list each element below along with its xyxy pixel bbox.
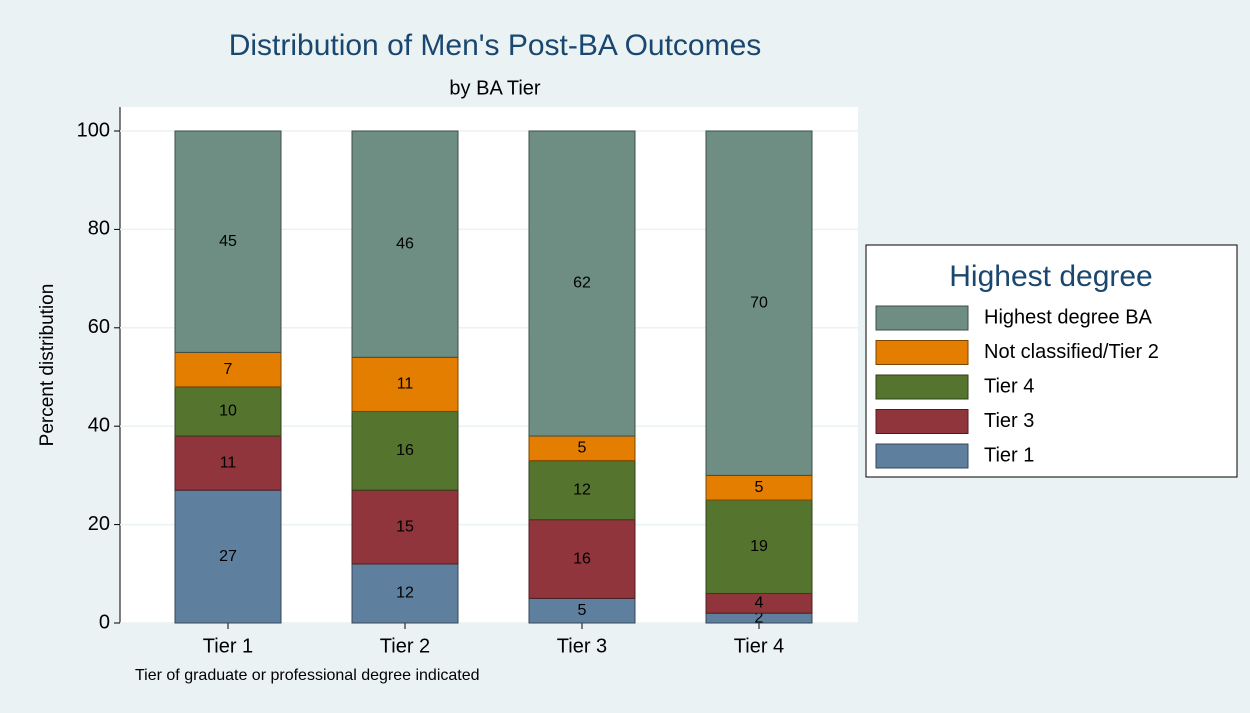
data-label: 46 <box>396 235 414 252</box>
bar-segment <box>351 563 459 624</box>
legend-swatch <box>875 409 969 434</box>
data-label: 15 <box>396 518 414 535</box>
legend-label: Tier 3 <box>984 410 1034 432</box>
bar-segment <box>528 519 636 599</box>
data-label: 27 <box>219 548 237 565</box>
bar-segment <box>705 499 813 594</box>
bar-segment <box>705 130 813 476</box>
x-tick-label: Tier 1 <box>203 635 253 657</box>
legend-swatch <box>875 374 969 400</box>
bar-segment <box>528 130 636 437</box>
chart-title: Distribution of Men's Post-BA Outcomes <box>229 29 762 62</box>
legend-swatch <box>875 443 969 469</box>
data-label: 11 <box>397 376 414 393</box>
data-label: 5 <box>578 602 587 619</box>
data-label: 5 <box>578 440 587 457</box>
data-label: 45 <box>219 233 237 250</box>
bar-segment <box>174 489 282 624</box>
legend-label: Tier 4 <box>984 375 1034 397</box>
data-label: 19 <box>750 538 768 555</box>
legend-label: Not classified/Tier 2 <box>984 341 1159 363</box>
bar-segment <box>174 130 282 353</box>
data-label: 62 <box>573 275 591 292</box>
data-label: 4 <box>755 595 764 612</box>
data-label: 10 <box>219 403 237 420</box>
y-axis-label: Percent distribution <box>37 284 58 447</box>
data-label: 12 <box>396 585 414 602</box>
y-tick-label: 80 <box>88 218 110 240</box>
legend-label: Tier 1 <box>984 444 1034 466</box>
bar-segment <box>528 460 636 521</box>
y-tick-label: 0 <box>99 611 110 633</box>
data-label: 11 <box>220 454 237 471</box>
bar-segment <box>351 130 459 358</box>
bar-segment <box>174 351 282 388</box>
x-tick-label: Tier 2 <box>380 635 430 657</box>
legend-label: Highest degree BA <box>984 306 1153 328</box>
note: Tier of graduate or professional degree … <box>135 667 480 684</box>
bar-segment <box>351 410 459 491</box>
bar-segment <box>351 356 459 412</box>
y-tick-label: 40 <box>88 414 110 436</box>
data-label: 7 <box>224 361 233 378</box>
bar-segment <box>705 474 813 501</box>
legend-swatch <box>875 305 969 331</box>
legend-title: Highest degree <box>949 260 1152 293</box>
data-label: 70 <box>750 294 768 311</box>
data-label: 5 <box>755 479 764 496</box>
x-tick-label: Tier 3 <box>557 635 607 657</box>
legend-swatch <box>875 340 969 365</box>
y-tick-label: 60 <box>88 316 110 338</box>
x-tick-label: Tier 4 <box>734 635 784 657</box>
y-tick-label: 20 <box>88 513 110 535</box>
y-tick-label: 100 <box>77 119 110 141</box>
data-label: 12 <box>573 481 591 498</box>
data-label: 16 <box>573 550 591 567</box>
data-label: 16 <box>396 442 414 459</box>
data-label: 2 <box>755 609 764 626</box>
chart-subtitle: by BA Tier <box>449 77 540 99</box>
